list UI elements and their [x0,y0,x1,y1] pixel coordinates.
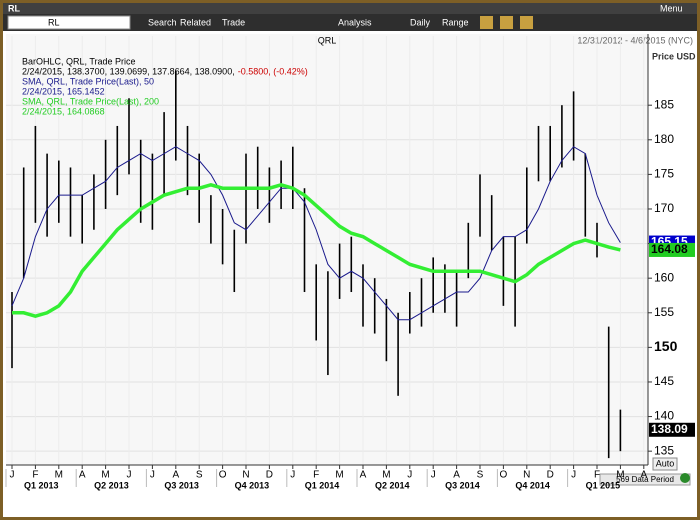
auto-button[interactable] [652,457,678,471]
x-tick-label: A [172,470,179,481]
y-tick-label: 135 [654,443,674,457]
x-tick-label: A [640,470,647,481]
x-tick-label: F [594,470,600,481]
x-tick-label: J [407,470,412,481]
x-tick-label: O [500,470,508,481]
sma-line [11,146,621,321]
date-range: 12/31/2012 - 4/6/2015 (NYC) [577,35,693,45]
x-tick-label: N [242,470,249,481]
auto-text: Auto [656,458,675,468]
y-tick-label: 180 [654,132,674,146]
symbol-input-text: RL [48,17,60,27]
x-tick-label: D [266,470,273,481]
price-tag-label: 164.08 [651,242,688,256]
analysis-button[interactable]: Analysis [338,17,372,27]
price-tag-label: 138.09 [651,422,688,436]
data-period[interactable] [599,473,691,486]
price-tag [649,242,695,257]
quarter-label: Q3 2014 [445,480,480,490]
y-tick-label: 140 [654,409,674,423]
quarter-label: Q1 2013 [24,480,59,490]
titlebar [3,3,697,14]
x-tick-label: J [10,470,15,481]
x-tick-label: D [547,470,554,481]
y-tick-label: 145 [654,374,674,388]
x-tick-label: J [571,470,576,481]
quarter-label: Q3 2013 [164,480,199,490]
sma-line [12,182,621,319]
y-tick-label: 155 [654,305,674,319]
x-tick-label: J [127,470,132,481]
x-tick-label: M [101,470,109,481]
data-period-text: 569 Data Period [616,475,674,484]
legend-entry: BarOHLC, QRL, Trade Price [22,56,136,66]
price-tag [649,422,695,437]
x-tick-label: A [453,470,460,481]
y-axis-label: Price USD [652,51,696,61]
x-tick-label: M [335,470,343,481]
x-tick-label: N [523,470,530,481]
y-tick-label: 185 [654,97,674,111]
chart-title: QRL [318,35,337,45]
status-icon [680,473,690,483]
menu[interactable]: Menu [660,3,683,13]
symbol-title: RL [8,3,20,13]
plot-area [6,34,648,465]
quarter-label: Q1 2015 [586,480,621,490]
range-button[interactable]: Range [442,17,469,27]
legend-change: -0.5800, (-0.42%) [238,66,308,76]
legend-readout: 2/24/2015, 165.1452 [22,86,105,96]
legend-entry: SMA, QRL, Trade Price(Last), 200 [22,96,159,106]
x-tick-label: A [360,470,367,481]
x-tick-label: F [32,470,38,481]
y-tick-label: 150 [654,338,678,354]
x-tick-label: O [219,470,227,481]
quarter-label: Q2 2014 [375,480,410,490]
tool-icon[interactable] [520,16,533,29]
x-tick-label: M [55,470,63,481]
y-tick-label: 170 [654,201,674,215]
x-tick-label: S [196,470,203,481]
daily-button[interactable]: Daily [410,17,431,27]
quarter-label: Q2 2013 [94,480,129,490]
legend-readout: 2/24/2015, 164.0868 [22,106,105,116]
quarter-label: Q1 2014 [305,480,340,490]
legend-entry: SMA, QRL, Trade Price(Last), 50 [22,76,154,86]
y-tick-label: 175 [654,167,674,181]
tool-icon[interactable] [480,16,493,29]
x-tick-label: J [150,470,155,481]
tool-icon[interactable] [500,16,513,29]
x-tick-label: M [382,470,390,481]
quarter-label: Q4 2013 [235,480,270,490]
x-tick-label: J [290,470,295,481]
related-button[interactable]: Related [180,17,211,27]
y-tick-label: 160 [654,270,674,284]
x-tick-label: F [313,470,319,481]
x-tick-label: M [616,470,624,481]
trade-button[interactable]: Trade [222,17,245,27]
x-tick-label: A [79,470,86,481]
symbol-input[interactable] [7,15,131,30]
quarter-label: Q4 2014 [515,480,550,490]
legend-readout: 2/24/2015, 138.3700, 139.0699, 137.8664,… [22,66,235,76]
x-tick-label: J [431,470,436,481]
search-button[interactable]: Search [148,17,177,27]
x-tick-label: S [477,470,484,481]
